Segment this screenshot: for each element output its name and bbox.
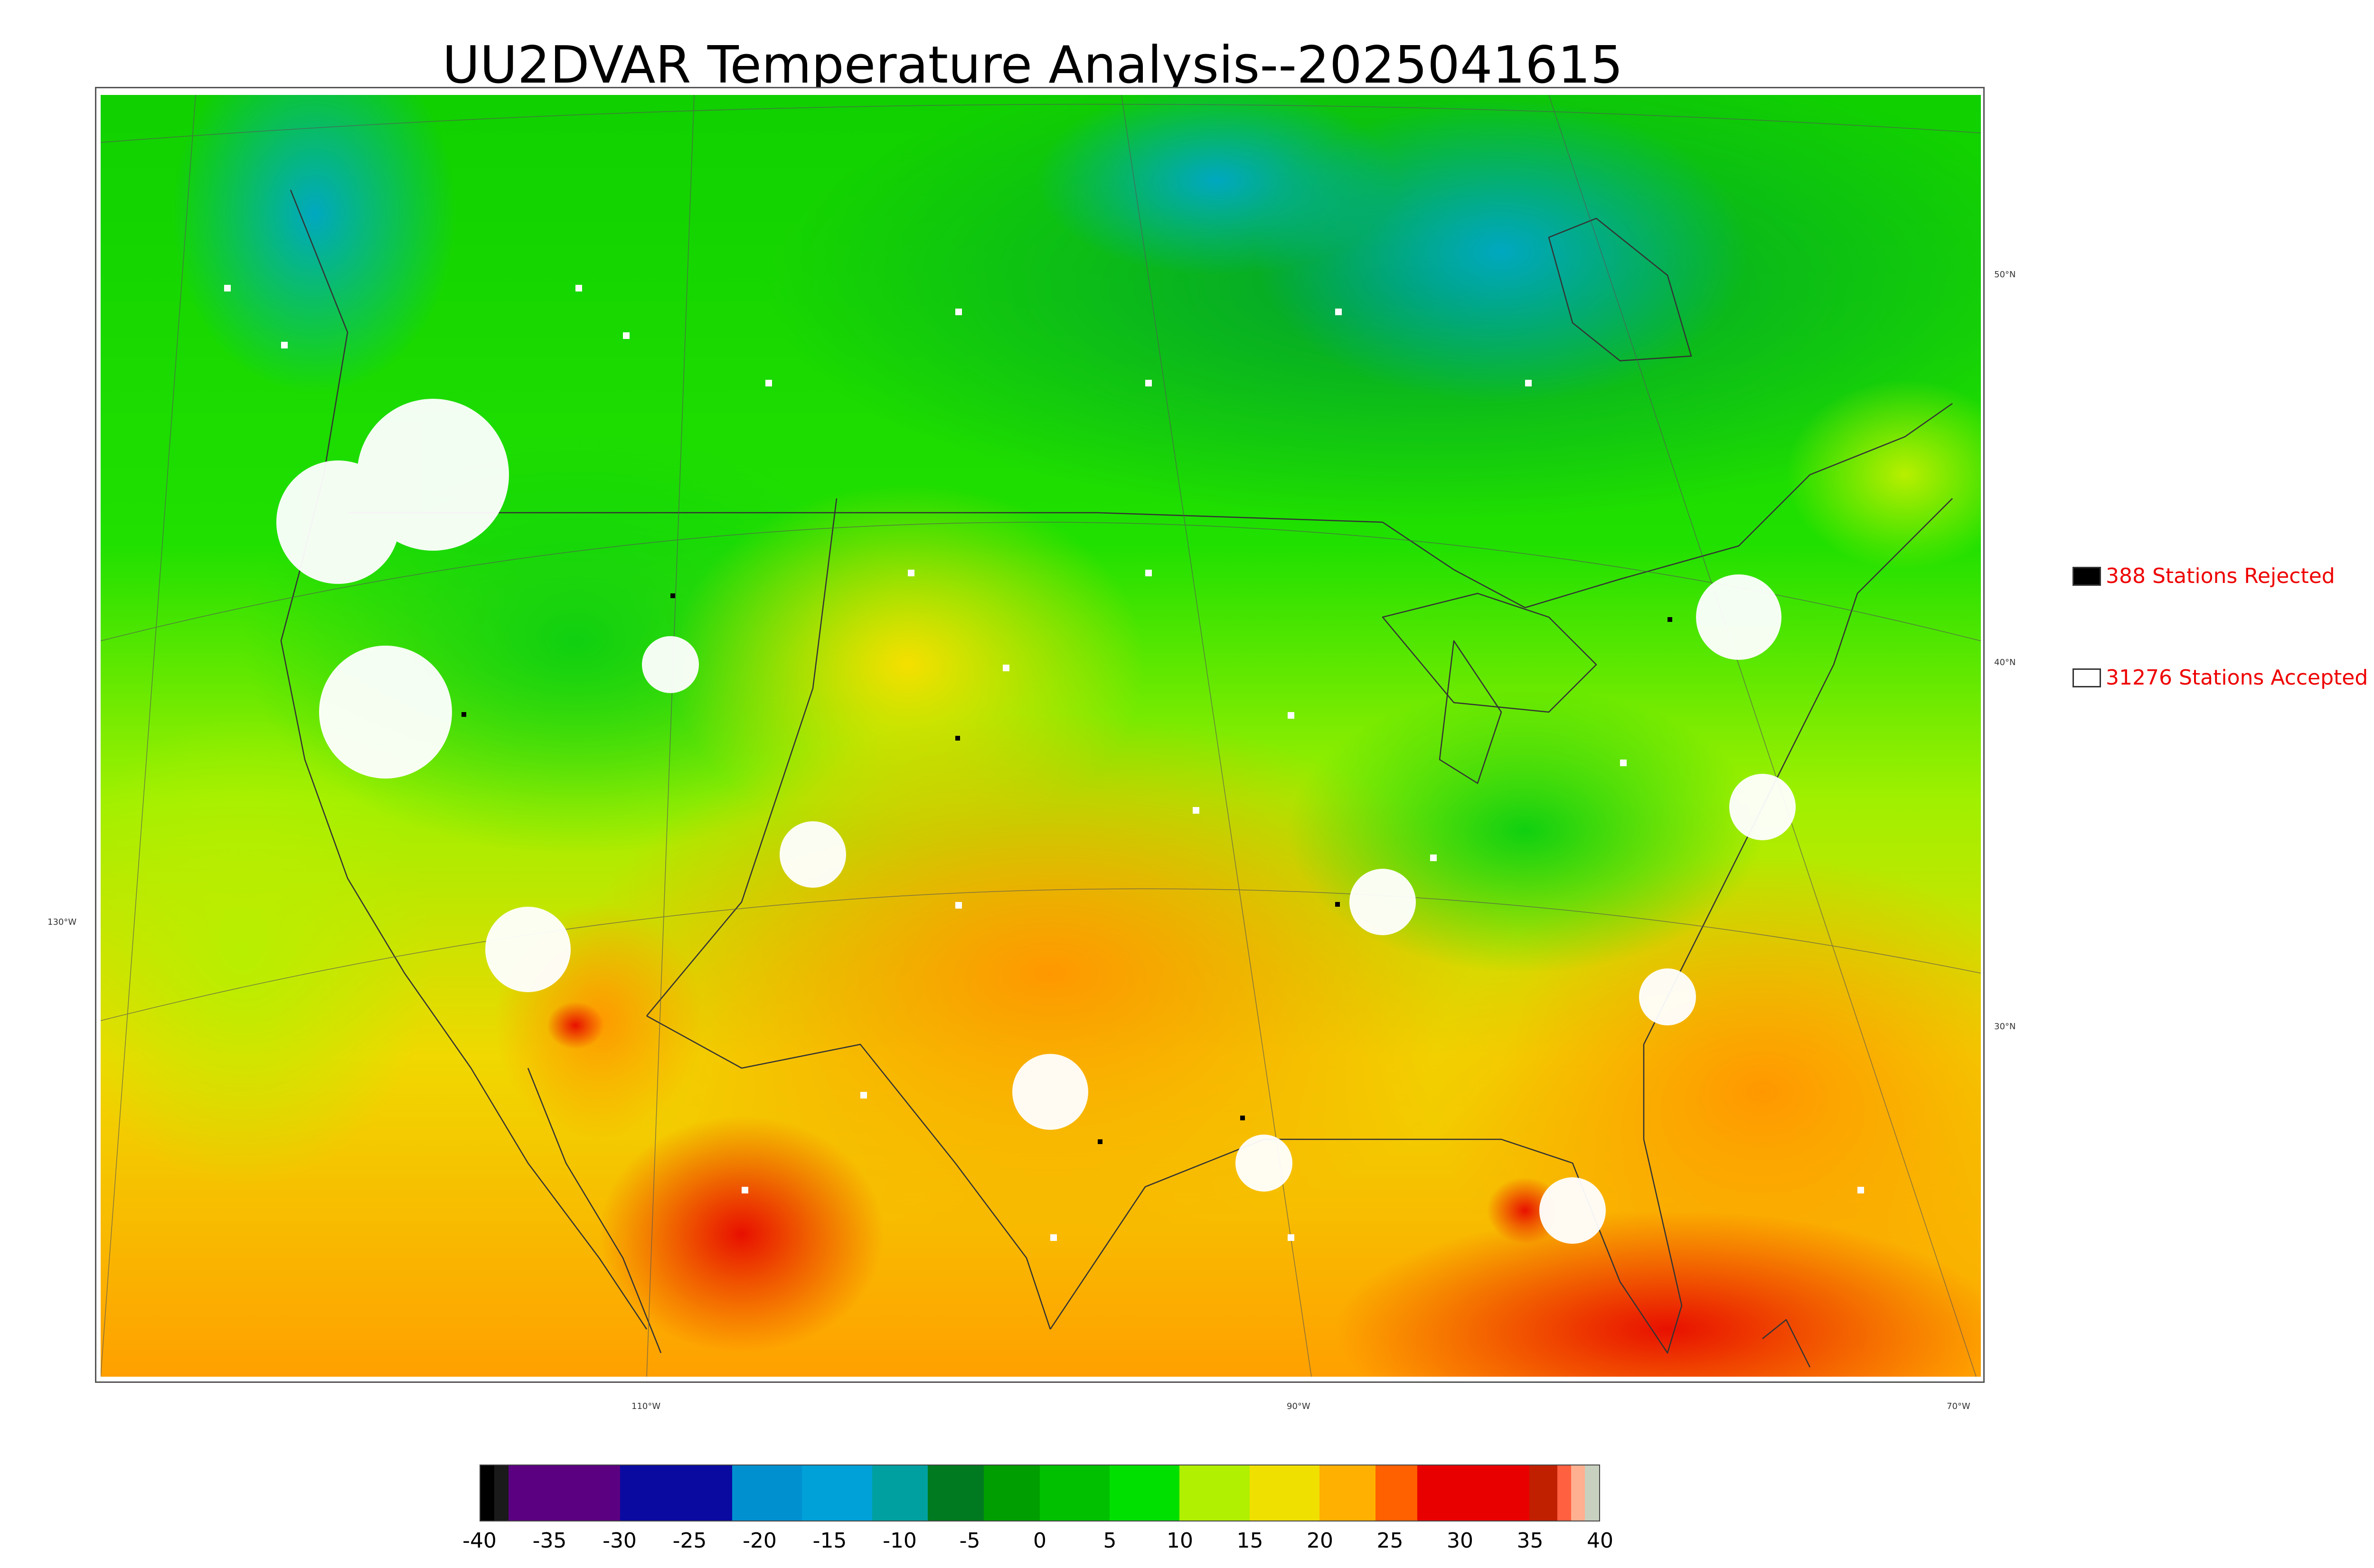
- temperature-map: [101, 95, 1981, 1377]
- colorbar-segment: [732, 1465, 802, 1521]
- latitude-label-40n: 40°N: [1994, 657, 2016, 667]
- colorbar-segment: [620, 1465, 733, 1521]
- colorbar-segment: [984, 1465, 1040, 1521]
- accepted-label: 31276 Stations Accepted: [2106, 666, 2368, 690]
- colorbar-segment: [1585, 1465, 1599, 1521]
- longitude-label-110w: 110°W: [631, 1401, 661, 1411]
- colorbar-tick-label: -25: [672, 1529, 707, 1553]
- latitude-label-30n: 30°N: [1994, 1022, 2016, 1032]
- colorbar-tick-label: -15: [812, 1529, 847, 1553]
- colorbar-segment: [494, 1465, 509, 1521]
- colorbar-segment: [1039, 1465, 1110, 1521]
- colorbar-tick-label: 25: [1376, 1529, 1404, 1553]
- colorbar-tick-label: 35: [1517, 1529, 1544, 1553]
- colorbar-tick-label: -5: [959, 1529, 980, 1553]
- colorbar-segment: [872, 1465, 928, 1521]
- colorbar-segment: [1417, 1465, 1529, 1521]
- colorbar-tick-label: -10: [883, 1529, 917, 1553]
- colorbar-tick-label: 40: [1587, 1529, 1613, 1553]
- rejected-label: 388 Stations Rejected: [2106, 564, 2335, 588]
- colorbar-tick-label: 5: [1103, 1529, 1117, 1553]
- longitude-label-70w: 70°W: [1947, 1401, 1970, 1411]
- longitude-label-90w: 90°W: [1287, 1401, 1310, 1411]
- legend-accepted: 31276 Stations Accepted: [2073, 666, 2368, 690]
- colorbar-tick-label: 10: [1167, 1529, 1193, 1553]
- colorbar-tick-label: 20: [1307, 1529, 1333, 1553]
- rejected-swatch: [2073, 566, 2101, 586]
- colorbar-segment: [802, 1465, 872, 1521]
- colorbar-segment: [1375, 1465, 1418, 1521]
- colorbar-tick-label: -35: [532, 1529, 567, 1553]
- colorbar-segment: [1249, 1465, 1319, 1521]
- colorbar-segment: [480, 1465, 495, 1521]
- latitude-label-50n: 50°N: [1994, 270, 2016, 280]
- colorbar-tick-label: -20: [743, 1529, 777, 1553]
- colorbar-ticks: -40 -35 -30 -25 -20 -15 -10 -5 0 5 10 15 20 25 30 35 40: [462, 1529, 1613, 1557]
- colorbar-segment: [1529, 1465, 1557, 1521]
- colorbar-segment: [1571, 1465, 1585, 1521]
- colorbar-tick-label: 15: [1236, 1529, 1263, 1553]
- colorbar-tick-label: -40: [462, 1529, 497, 1553]
- accepted-swatch: [2073, 668, 2101, 687]
- longitude-label-130w: 130°W: [47, 917, 77, 927]
- colorbar-segment: [1110, 1465, 1180, 1521]
- colorbar-tick-label: 0: [1033, 1529, 1046, 1553]
- colorbar-segment: [1179, 1465, 1250, 1521]
- colorbar-segment: [928, 1465, 984, 1521]
- colorbar-tick-label: -30: [603, 1529, 637, 1553]
- legend-rejected: 388 Stations Rejected: [2073, 564, 2335, 588]
- colorbar-segment: [1319, 1465, 1375, 1521]
- colorbar-segment: [1557, 1465, 1572, 1521]
- colorbar-segment: [508, 1465, 621, 1521]
- map-title: UU2DVAR Temperature Analysis--2025041615: [442, 36, 1623, 95]
- colorbar-tick-label: 30: [1447, 1529, 1473, 1553]
- temperature-colorbar: [480, 1465, 1600, 1521]
